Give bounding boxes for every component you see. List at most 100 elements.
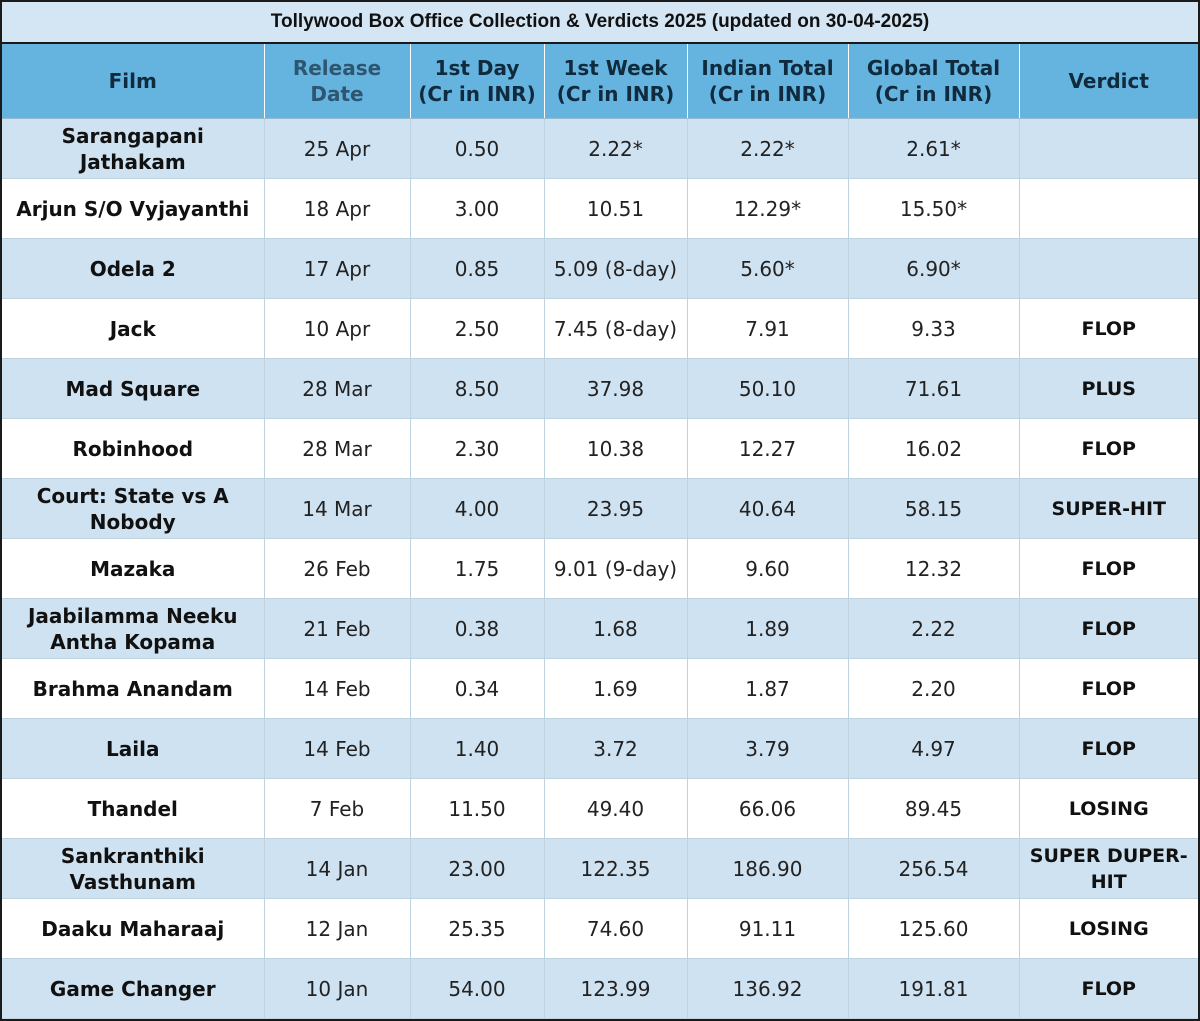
global-total-cell: 4.97 — [848, 718, 1020, 779]
film-cell: Thandel — [2, 778, 265, 839]
indian-total-cell: 7.91 — [687, 298, 849, 359]
first-day-cell: 3.00 — [410, 178, 545, 239]
table-row: Game Changer 10 Jan 54.00 123.99 136.92 191.8… — [2, 958, 1198, 1019]
column-header-first-week: 1st Week (Cr in INR) — [544, 44, 688, 119]
verdict-cell: FLOP — [1019, 418, 1198, 479]
table-row: Odela 2 17 Apr 0.85 5.09 (8-day) 5.60* 6.90* — [2, 238, 1198, 299]
film-cell: Brahma Anandam — [2, 658, 265, 719]
first-week-cell: 123.99 — [544, 958, 688, 1019]
first-week-cell: 1.68 — [544, 598, 688, 659]
release-date-cell: 18 Apr — [264, 178, 411, 239]
global-total-cell: 71.61 — [848, 358, 1020, 419]
first-week-cell: 9.01 (9-day) — [544, 538, 688, 599]
first-day-cell: 0.50 — [410, 118, 545, 179]
first-day-cell: 0.38 — [410, 598, 545, 659]
table-row: Mazaka 26 Feb 1.75 9.01 (9-day) 9.60 12.32 FLO… — [2, 538, 1198, 599]
table-body: Sarangapani Jathakam 25 Apr 0.50 2.22* 2.22*… — [2, 118, 1198, 1019]
first-week-cell: 5.09 (8-day) — [544, 238, 688, 299]
film-cell: Odela 2 — [2, 238, 265, 299]
global-total-cell: 125.60 — [848, 898, 1020, 959]
table-row: Sarangapani Jathakam 25 Apr 0.50 2.22* 2.22*… — [2, 118, 1198, 179]
first-week-cell: 10.38 — [544, 418, 688, 479]
verdict-cell: FLOP — [1019, 658, 1198, 719]
film-cell: Court: State vs A Nobody — [2, 478, 265, 539]
first-week-cell: 49.40 — [544, 778, 688, 839]
table-row: Robinhood 28 Mar 2.30 10.38 12.27 16.02 FLOP — [2, 418, 1198, 479]
global-total-cell: 6.90* — [848, 238, 1020, 299]
first-week-cell: 7.45 (8-day) — [544, 298, 688, 359]
release-date-cell: 21 Feb — [264, 598, 411, 659]
global-total-cell: 15.50* — [848, 178, 1020, 239]
first-day-cell: 1.75 — [410, 538, 545, 599]
film-cell: Jack — [2, 298, 265, 359]
table-row: Daaku Maharaaj 12 Jan 25.35 74.60 91.11 125.6… — [2, 898, 1198, 959]
first-week-cell: 1.69 — [544, 658, 688, 719]
indian-total-cell: 12.27 — [687, 418, 849, 479]
film-cell: Robinhood — [2, 418, 265, 479]
first-week-cell: 74.60 — [544, 898, 688, 959]
table-row: Laila 14 Feb 1.40 3.72 3.79 4.97 FLOP — [2, 718, 1198, 779]
global-total-cell: 191.81 — [848, 958, 1020, 1019]
global-total-cell: 16.02 — [848, 418, 1020, 479]
global-total-cell: 58.15 — [848, 478, 1020, 539]
verdict-cell — [1019, 238, 1198, 299]
release-date-cell: 26 Feb — [264, 538, 411, 599]
verdict-cell: SUPER-HIT — [1019, 478, 1198, 539]
column-header-indian-total: Indian Total (Cr in INR) — [687, 44, 849, 119]
release-date-cell: 17 Apr — [264, 238, 411, 299]
verdict-cell: FLOP — [1019, 958, 1198, 1019]
box-office-table: Film Release Date 1st Day (Cr in INR) 1s… — [2, 44, 1198, 1019]
first-day-cell: 2.50 — [410, 298, 545, 359]
column-header-verdict: Verdict — [1019, 44, 1198, 119]
first-day-cell: 4.00 — [410, 478, 545, 539]
release-date-cell: 14 Mar — [264, 478, 411, 539]
release-date-cell: 28 Mar — [264, 358, 411, 419]
verdict-cell — [1019, 118, 1198, 179]
table-row: Thandel 7 Feb 11.50 49.40 66.06 89.45 LOSING — [2, 778, 1198, 839]
table-title: Tollywood Box Office Collection & Verdic… — [2, 2, 1198, 44]
indian-total-cell: 186.90 — [687, 838, 849, 899]
first-day-cell: 0.85 — [410, 238, 545, 299]
global-total-cell: 89.45 — [848, 778, 1020, 839]
first-day-cell: 8.50 — [410, 358, 545, 419]
column-header-first-day: 1st Day (Cr in INR) — [410, 44, 545, 119]
indian-total-cell: 91.11 — [687, 898, 849, 959]
release-date-cell: 10 Jan — [264, 958, 411, 1019]
indian-total-cell: 2.22* — [687, 118, 849, 179]
verdict-cell — [1019, 178, 1198, 239]
film-cell: Arjun S/O Vyjayanthi — [2, 178, 265, 239]
first-day-cell: 23.00 — [410, 838, 545, 899]
indian-total-cell: 40.64 — [687, 478, 849, 539]
indian-total-cell: 5.60* — [687, 238, 849, 299]
global-total-cell: 2.61* — [848, 118, 1020, 179]
first-week-cell: 2.22* — [544, 118, 688, 179]
release-date-cell: 28 Mar — [264, 418, 411, 479]
release-date-cell: 25 Apr — [264, 118, 411, 179]
column-header-film: Film — [2, 44, 265, 119]
table-row: Court: State vs A Nobody 14 Mar 4.00 23.95 4… — [2, 478, 1198, 539]
table-row: Jaabilamma Neeku Antha Kopama 21 Feb 0.38 1… — [2, 598, 1198, 659]
table-row: Sankranthiki Vasthunam 14 Jan 23.00 122.35 1… — [2, 838, 1198, 899]
indian-total-cell: 9.60 — [687, 538, 849, 599]
indian-total-cell: 50.10 — [687, 358, 849, 419]
table-row: Brahma Anandam 14 Feb 0.34 1.69 1.87 2.20 FLOP — [2, 658, 1198, 719]
indian-total-cell: 3.79 — [687, 718, 849, 779]
film-cell: Sarangapani Jathakam — [2, 118, 265, 179]
global-total-cell: 2.20 — [848, 658, 1020, 719]
verdict-cell: FLOP — [1019, 298, 1198, 359]
release-date-cell: 12 Jan — [264, 898, 411, 959]
film-cell: Mad Square — [2, 358, 265, 419]
global-total-cell: 256.54 — [848, 838, 1020, 899]
first-week-cell: 10.51 — [544, 178, 688, 239]
film-cell: Mazaka — [2, 538, 265, 599]
first-week-cell: 23.95 — [544, 478, 688, 539]
release-date-cell: 14 Feb — [264, 718, 411, 779]
column-header-release-date: Release Date — [264, 44, 411, 119]
table-row: Mad Square 28 Mar 8.50 37.98 50.10 71.61 PLUS — [2, 358, 1198, 419]
table-row: Arjun S/O Vyjayanthi 18 Apr 3.00 10.51 12.29… — [2, 178, 1198, 239]
verdict-cell: LOSING — [1019, 898, 1198, 959]
first-day-cell: 54.00 — [410, 958, 545, 1019]
verdict-cell: FLOP — [1019, 538, 1198, 599]
first-week-cell: 3.72 — [544, 718, 688, 779]
